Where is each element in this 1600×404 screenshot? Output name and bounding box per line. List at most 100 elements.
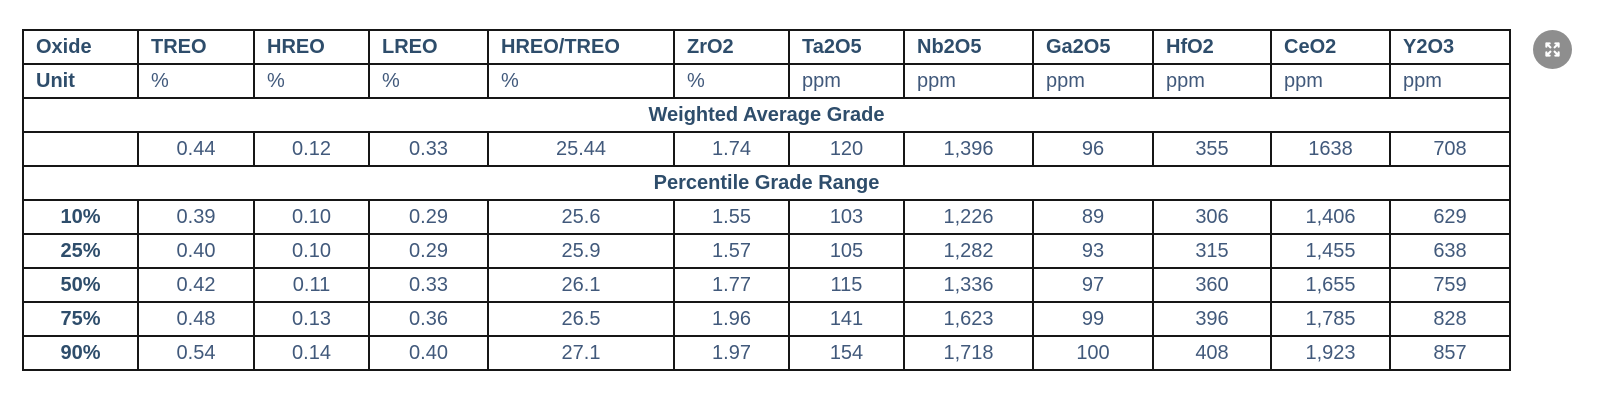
value-cell-treo: 0.54 [137, 335, 255, 371]
value-cell-ceo2: 1638 [1270, 131, 1391, 167]
data-row-50: 50% 0.42 0.11 0.33 26.1 1.77 115 1,336 97 360 1,65… [22, 267, 1511, 303]
value-cell-ta2o5: 103 [788, 199, 905, 235]
value-cell-y2o3: 638 [1389, 233, 1511, 269]
value-cell-zro2: 1.55 [673, 199, 790, 235]
value-cell-ga2o5: 96 [1032, 131, 1154, 167]
row-label-10: 10% [22, 199, 139, 235]
unit-cell-zro2: % [673, 63, 790, 99]
value-cell-zro2: 1.77 [673, 267, 790, 303]
value-cell-lreo: 0.29 [368, 199, 489, 235]
unit-cell-hreo-treo: % [487, 63, 675, 99]
value-cell-y2o3: 759 [1389, 267, 1511, 303]
header-row: Oxide TREO HREO LREO HREO/TREO ZrO2 Ta2O5 Nb2O5… [22, 29, 1511, 65]
value-cell-lreo: 0.36 [368, 301, 489, 337]
value-cell-ceo2: 1,406 [1270, 199, 1391, 235]
column-header-zro2: ZrO2 [673, 29, 790, 65]
value-cell-nb2o5: 1,718 [903, 335, 1034, 371]
column-header-nb2o5: Nb2O5 [903, 29, 1034, 65]
value-cell-hreo: 0.14 [253, 335, 370, 371]
column-header-ga2o5: Ga2O5 [1032, 29, 1154, 65]
value-cell-ga2o5: 99 [1032, 301, 1154, 337]
value-cell-hreo: 0.13 [253, 301, 370, 337]
unit-cell-ta2o5: ppm [788, 63, 905, 99]
value-cell-hreo-treo: 27.1 [487, 335, 675, 371]
column-header-ta2o5: Ta2O5 [788, 29, 905, 65]
column-header-oxide: Oxide [22, 29, 139, 65]
value-cell-ceo2: 1,455 [1270, 233, 1391, 269]
value-cell-nb2o5: 1,282 [903, 233, 1034, 269]
value-cell-hfo2: 396 [1152, 301, 1272, 337]
value-cell-y2o3: 629 [1389, 199, 1511, 235]
value-cell-treo: 0.42 [137, 267, 255, 303]
row-label-50: 50% [22, 267, 139, 303]
oxide-grade-table: Oxide TREO HREO LREO HREO/TREO ZrO2 Ta2O5 Nb2O5… [22, 29, 1511, 371]
unit-cell-hfo2: ppm [1152, 63, 1272, 99]
value-cell-nb2o5: 1,623 [903, 301, 1034, 337]
value-cell-hfo2: 306 [1152, 199, 1272, 235]
section-title-row: Percentile Grade Range [22, 165, 1511, 201]
unit-row-label: Unit [22, 63, 139, 99]
unit-cell-y2o3: ppm [1389, 63, 1511, 99]
value-cell-hreo: 0.10 [253, 199, 370, 235]
value-cell-y2o3: 828 [1389, 301, 1511, 337]
value-cell-hfo2: 315 [1152, 233, 1272, 269]
section-title-weighted-average-grade: Weighted Average Grade [22, 97, 1511, 133]
unit-cell-hreo: % [253, 63, 370, 99]
value-cell-treo: 0.39 [137, 199, 255, 235]
column-header-lreo: LREO [368, 29, 489, 65]
value-cell-lreo: 0.33 [368, 267, 489, 303]
value-cell-ceo2: 1,655 [1270, 267, 1391, 303]
value-cell-treo: 0.48 [137, 301, 255, 337]
value-cell-treo: 0.40 [137, 233, 255, 269]
value-cell-ceo2: 1,923 [1270, 335, 1391, 371]
value-cell-ga2o5: 97 [1032, 267, 1154, 303]
unit-cell-lreo: % [368, 63, 489, 99]
column-header-treo: TREO [137, 29, 255, 65]
value-cell-ta2o5: 105 [788, 233, 905, 269]
value-cell-ceo2: 1,785 [1270, 301, 1391, 337]
value-cell-nb2o5: 1,336 [903, 267, 1034, 303]
value-cell-ga2o5: 89 [1032, 199, 1154, 235]
value-cell-ga2o5: 100 [1032, 335, 1154, 371]
value-cell-ga2o5: 93 [1032, 233, 1154, 269]
value-cell-lreo: 0.29 [368, 233, 489, 269]
row-label-90: 90% [22, 335, 139, 371]
value-cell-hreo-treo: 26.5 [487, 301, 675, 337]
value-cell-zro2: 1.57 [673, 233, 790, 269]
expand-table-button[interactable] [1533, 30, 1572, 69]
value-cell-hfo2: 360 [1152, 267, 1272, 303]
value-cell-hfo2: 355 [1152, 131, 1272, 167]
table-body: Weighted Average Grade 0.44 0.12 0.33 25.44 1… [22, 97, 1511, 371]
value-cell-ta2o5: 154 [788, 335, 905, 371]
unit-cell-treo: % [137, 63, 255, 99]
value-cell-zro2: 1.74 [673, 131, 790, 167]
unit-cell-nb2o5: ppm [903, 63, 1034, 99]
row-label-75: 75% [22, 301, 139, 337]
value-cell-hreo-treo: 26.1 [487, 267, 675, 303]
value-cell-treo: 0.44 [137, 131, 255, 167]
column-header-ceo2: CeO2 [1270, 29, 1391, 65]
row-label-blank [22, 131, 139, 167]
unit-row: Unit%%%%% ppm ppm ppm ppm ppm ppm [22, 63, 1511, 99]
section-title-percentile-grade-range: Percentile Grade Range [22, 165, 1511, 201]
table-head: Oxide TREO HREO LREO HREO/TREO ZrO2 Ta2O5 Nb2O5… [22, 29, 1511, 99]
data-row-25: 25% 0.40 0.10 0.29 25.9 1.57 105 1,282 93 315 1,45… [22, 233, 1511, 269]
value-cell-zro2: 1.96 [673, 301, 790, 337]
value-cell-hreo-treo: 25.44 [487, 131, 675, 167]
value-cell-zro2: 1.97 [673, 335, 790, 371]
value-cell-lreo: 0.33 [368, 131, 489, 167]
data-row-10: 10% 0.39 0.10 0.29 25.6 1.55 103 1,226 89 306 1,40… [22, 199, 1511, 235]
value-cell-ta2o5: 115 [788, 267, 905, 303]
value-cell-hreo: 0.10 [253, 233, 370, 269]
value-cell-ta2o5: 120 [788, 131, 905, 167]
data-row-90: 90% 0.54 0.14 0.40 27.1 1.97 154 1,718 100 408 1,9… [22, 335, 1511, 371]
value-cell-lreo: 0.40 [368, 335, 489, 371]
expand-arrows-icon [1545, 42, 1560, 57]
data-row-75: 75% 0.48 0.13 0.36 26.5 1.96 141 1,623 99 396 1,78… [22, 301, 1511, 337]
value-cell-hfo2: 408 [1152, 335, 1272, 371]
row-label-25: 25% [22, 233, 139, 269]
value-cell-hreo: 0.11 [253, 267, 370, 303]
column-header-hreo: HREO [253, 29, 370, 65]
data-row-blank: 0.44 0.12 0.33 25.44 1.74 120 1,396 96 355 1638 70… [22, 131, 1511, 167]
